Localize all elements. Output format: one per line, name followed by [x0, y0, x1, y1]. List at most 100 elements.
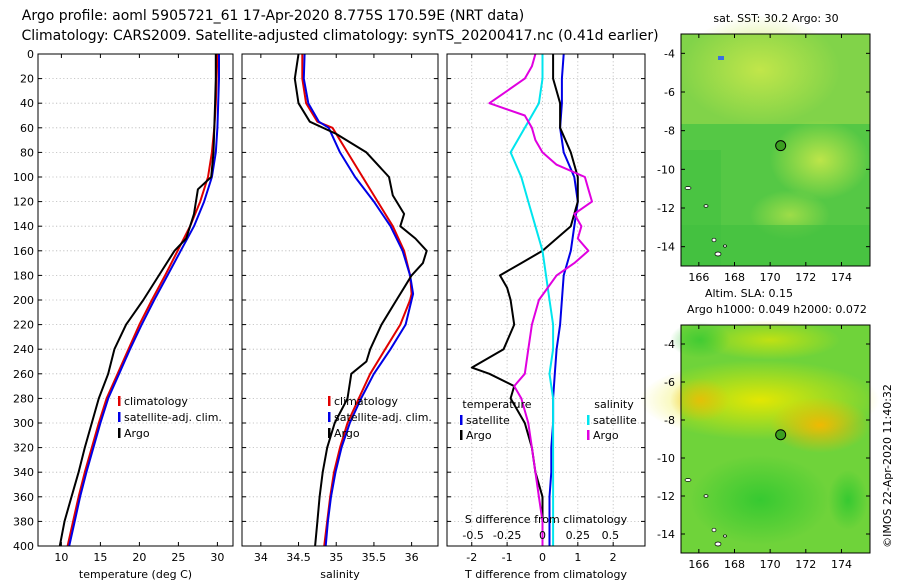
map-y-tick-label: -10	[657, 163, 675, 176]
sla-islands	[684, 478, 727, 547]
sst-map-ticks: 166 168 170 172 174 -4 -6 -8 -10 -12 -14	[657, 34, 870, 284]
series-line-satellite-adj-clim-	[302, 53, 415, 547]
depth-tick-label: 280	[13, 392, 34, 405]
sst-map-frame	[680, 33, 871, 267]
x-tick-label: 2	[610, 551, 617, 564]
top-x-tick-label: -0.5	[462, 529, 483, 542]
series-line-climatology	[301, 54, 413, 547]
map-x-tick-label: 168	[724, 558, 745, 571]
depth-tick-label: 100	[13, 171, 34, 184]
depth-tick-label: 380	[13, 515, 34, 528]
sst-cool-west	[681, 150, 721, 266]
imos-credit: ©IMOS 22-Apr-2020 11:40:32	[881, 384, 894, 548]
sst-argo-position-marker	[775, 140, 787, 152]
x-tick-label: -1	[502, 551, 513, 564]
legend-swatch	[118, 396, 121, 406]
depth-tick-label: 240	[13, 343, 34, 356]
sla-map-title-2: Argo h1000: 0.049 h2000: 0.072	[687, 303, 867, 316]
depth-tick-label: 80	[20, 146, 34, 159]
panel-frame	[446, 53, 646, 547]
depth-tick-label: 120	[13, 196, 34, 209]
legend-label: Argo	[334, 427, 360, 440]
series-line-s-satellite	[509, 54, 555, 546]
legend-swatch	[587, 430, 590, 440]
x-tick-label: 10	[54, 551, 68, 564]
map-y-tick-label: -6	[664, 376, 675, 389]
temperature-profile-panel: 0 20 40 60 80 100 120 140 160 180 200 220 240 260 280 3…	[13, 48, 234, 580]
map-x-tick-label: 166	[688, 558, 709, 571]
legend-label: Argo	[593, 429, 619, 442]
sla-orange-west	[670, 378, 730, 422]
panel-frame	[37, 53, 234, 547]
depth-tick-label: 400	[13, 540, 34, 553]
map-y-tick-label: -14	[657, 241, 675, 254]
sla-orange-east	[770, 397, 870, 453]
sla-map-frame	[680, 324, 871, 554]
difference-profile-panel: -2 -1 0 1 2 T difference from climatology temp…	[446, 53, 646, 580]
x-tick-label: 34	[254, 551, 268, 564]
sla-map-ticks: 166 168 170 172 174 -4 -6 -8 -10 -12 -14	[657, 325, 870, 571]
top-x-tick-label: 0	[539, 529, 546, 542]
map-x-tick-label: 174	[831, 271, 852, 284]
x-tick-label: 20	[132, 551, 146, 564]
x-tick-label: 1	[574, 551, 581, 564]
sst-blue-pixel	[718, 56, 724, 60]
depth-tick-label: 200	[13, 294, 34, 307]
map-y-tick-label: -14	[657, 528, 675, 541]
x-tick-label: 0	[539, 551, 546, 564]
legend-label: satellite	[466, 414, 510, 427]
sla-green-north	[670, 322, 730, 358]
series-line-argo	[58, 54, 217, 547]
top-axis-label: S difference from climatology	[465, 513, 628, 526]
sst-warm-patch-1	[680, 15, 840, 125]
legend-swatch	[587, 415, 590, 425]
top-x-tick-label: -0.25	[493, 529, 521, 542]
legend-label: climatology	[124, 395, 188, 408]
depth-tick-label: 300	[13, 417, 34, 430]
series-line-satellite-adj-clim-	[68, 54, 220, 547]
x-tick-label: 15	[93, 551, 107, 564]
series-line-t-satellite	[548, 53, 579, 546]
legend-title-temperature: temperature	[462, 398, 531, 411]
depth-tick-label: 220	[13, 319, 34, 332]
map-y-tick-label: -4	[664, 338, 675, 351]
series-line-argo	[293, 53, 428, 547]
depth-tick-label: 260	[13, 368, 34, 381]
depth-tick-label: 160	[13, 245, 34, 258]
map-x-tick-label: 168	[724, 271, 745, 284]
depth-tick-label: 140	[13, 220, 34, 233]
x-tick-label: 35	[329, 551, 343, 564]
legend-label: climatology	[334, 395, 398, 408]
map-x-tick-label: 170	[760, 558, 781, 571]
legend-swatch	[460, 415, 463, 425]
sla-yellow-north	[700, 320, 840, 360]
map-y-tick-label: -4	[664, 47, 675, 60]
sst-map-panel: sat. SST: 30.2 Argo: 30 166168170172174-…	[657, 12, 871, 284]
legend-swatch	[118, 412, 121, 422]
legend-label: satellite-adj. clim.	[124, 411, 222, 424]
sst-islands	[684, 186, 727, 257]
depth-tick-label: 0	[27, 48, 34, 61]
depth-tick-label: 360	[13, 491, 34, 504]
salinity-profile-panel: 34 34.5 35 35.5 36 salinity climatology satelli…	[241, 53, 439, 580]
legend-label: Argo	[466, 429, 492, 442]
title-line-1: Argo profile: aoml 5905721_61 17-Apr-202…	[22, 8, 524, 24]
x-tick-label: 35.5	[362, 551, 387, 564]
sla-green-south-2	[828, 470, 868, 530]
series-line-s-argo	[488, 53, 593, 546]
map-x-tick-label: 170	[760, 271, 781, 284]
legend-label: satellite-adj. clim.	[334, 411, 432, 424]
map-y-tick-label: -8	[664, 414, 675, 427]
legend-title-salinity: salinity	[594, 398, 634, 411]
map-y-tick-label: -10	[657, 452, 675, 465]
legend-swatch	[328, 412, 331, 422]
legend-swatch	[118, 428, 121, 438]
map-y-tick-label: -6	[664, 86, 675, 99]
legend-swatch	[460, 430, 463, 440]
depth-tick-label: 180	[13, 269, 34, 282]
sst-warm-patch-2	[770, 120, 870, 200]
map-y-tick-label: -12	[657, 202, 675, 215]
map-y-tick-label: -8	[664, 125, 675, 138]
top-x-tick-label: 0.5	[602, 529, 620, 542]
